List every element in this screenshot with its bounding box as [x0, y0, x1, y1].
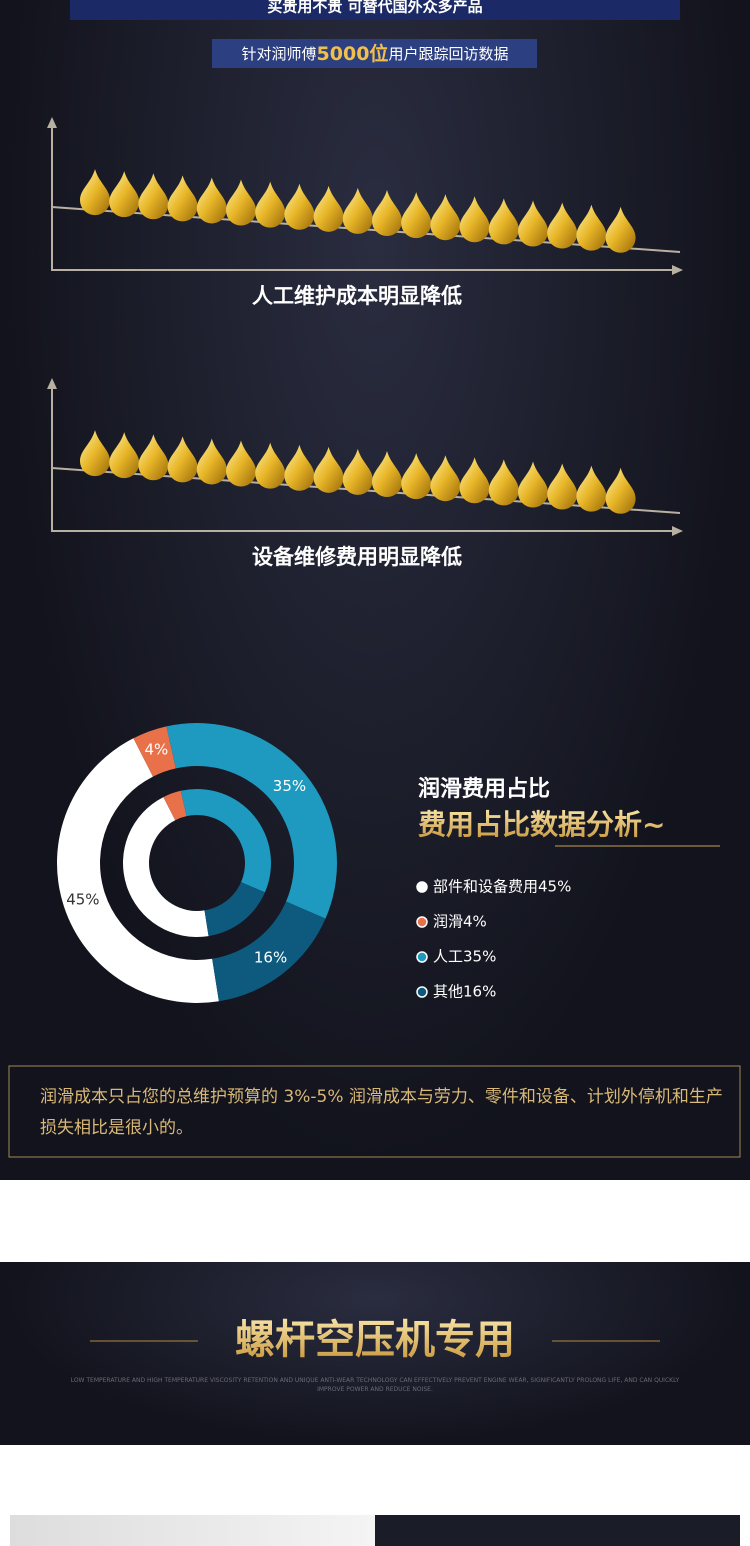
oil-drop [401, 453, 432, 500]
inner-segment [204, 882, 265, 937]
oil-drop [313, 185, 344, 232]
note: 润滑成本只占您的总维护预算的 3%-5% 润滑成本与劳力、零件和设备、计划外停机… [40, 1087, 723, 1138]
oil-drop [488, 459, 519, 506]
legend-dot [416, 986, 428, 998]
oil-drop [459, 457, 490, 504]
product-section [0, 1262, 750, 1445]
banner [212, 39, 537, 68]
value-label: 16% [254, 948, 287, 966]
oil-drop [430, 194, 461, 241]
oil-drop [255, 181, 286, 228]
inner-segment [180, 789, 271, 893]
legend-dot [416, 881, 428, 893]
banner-before: 针对润师傅 [242, 45, 317, 63]
oil-drop [401, 192, 432, 239]
chart-title: 润滑费用占比 [418, 776, 550, 802]
oil-drop [518, 461, 548, 508]
oil-drop [547, 202, 578, 249]
oil-drop [459, 196, 490, 243]
legend-dot [416, 951, 428, 963]
oil-drop [342, 448, 373, 495]
donut-chart: 45% 部件和设备费用45% 4% 润滑4% 35% 人工35% 16% 其他16% [56, 723, 571, 1004]
oil-drop [109, 432, 140, 479]
axis [51, 120, 680, 271]
axis [51, 381, 680, 532]
legend-dot [416, 916, 428, 928]
oil-drop [488, 198, 519, 245]
oil-drop [138, 434, 169, 481]
donut-segment [56, 738, 219, 1004]
oil-drop [605, 467, 636, 514]
oil-drop [605, 206, 636, 253]
product-title: 螺杆空压机专用 [235, 1317, 515, 1363]
oil-drop [255, 442, 286, 489]
oil-drop [196, 438, 227, 485]
header-bar [70, 0, 680, 20]
value-label: 35% [273, 777, 306, 795]
banner-highlight: 5000位 [317, 42, 389, 65]
note-wrap: 润滑成本只占您的总维护预算的 3%-5% 润滑成本与劳力、零件和设备、计划外停机… [40, 1087, 723, 1138]
oil-drop [167, 436, 198, 483]
oil-drop [196, 177, 227, 224]
oil-drop [226, 440, 256, 487]
product-image [10, 1515, 740, 1546]
caption: 人工维护成本明显降低 [252, 284, 462, 308]
oil-drop [518, 200, 548, 247]
oil-drop [576, 465, 607, 512]
inner-segment [163, 790, 187, 821]
value-label: 4% [144, 741, 168, 759]
chart-subtitle: 费用占比数据分析~ [418, 808, 665, 841]
drop-chart [47, 117, 683, 275]
banner-after: 用户跟踪回访数据 [388, 45, 508, 63]
oil-drop [372, 190, 402, 237]
oil-drop [430, 455, 461, 502]
product-subtitle-wrap: LOW TEMPERATURE AND HIGH TEMPERATURE VIS… [70, 1377, 680, 1393]
oil-drop [109, 171, 140, 218]
caption: 设备维修费用明显降低 [252, 545, 462, 569]
oil-drop [80, 430, 110, 477]
product-subtitle: LOW TEMPERATURE AND HIGH TEMPERATURE VIS… [70, 1377, 680, 1393]
drop-chart [47, 378, 683, 536]
oil-drop [80, 169, 110, 216]
oil-drop [342, 187, 373, 234]
tagline: 买贵用不贵 可替代国外众多产品 [267, 0, 482, 16]
oil-drop [313, 446, 344, 493]
donut-segment [133, 726, 176, 777]
donut-segment [166, 723, 338, 919]
oil-drop [284, 183, 315, 230]
banner-text: 针对润师傅5000位用户跟踪回访数据 [242, 42, 509, 65]
oil-drop [284, 444, 315, 491]
donut-segment [212, 901, 326, 1002]
oil-drop [167, 175, 198, 222]
oil-drop [576, 204, 607, 251]
note-box [8, 1065, 741, 1158]
legend-entry: 润滑4% [433, 913, 487, 931]
legend-entry: 其他16% [433, 983, 496, 1001]
oil-drop [226, 179, 256, 226]
inner-segment [122, 797, 209, 937]
oil-drop [547, 463, 578, 510]
value-label: 45% [66, 891, 99, 909]
oil-drop [138, 173, 169, 220]
legend-entry: 部件和设备费用45% [433, 878, 571, 896]
legend-entry: 人工35% [433, 948, 496, 966]
oil-drop [372, 451, 402, 498]
